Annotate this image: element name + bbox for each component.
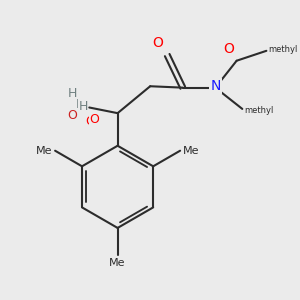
Text: methyl: methyl [244, 106, 274, 115]
Text: methyl: methyl [269, 45, 298, 54]
Text: H: H [79, 100, 88, 112]
Text: Me: Me [182, 146, 199, 156]
Text: O: O [223, 42, 234, 56]
Text: Me: Me [36, 146, 53, 156]
Text: O: O [67, 109, 77, 122]
Text: O: O [89, 112, 99, 126]
Text: O: O [86, 115, 96, 128]
Text: N: N [210, 79, 220, 93]
Text: H: H [68, 87, 77, 101]
Text: H: H [76, 98, 85, 111]
Text: Me: Me [110, 258, 126, 268]
Text: O: O [152, 36, 163, 50]
